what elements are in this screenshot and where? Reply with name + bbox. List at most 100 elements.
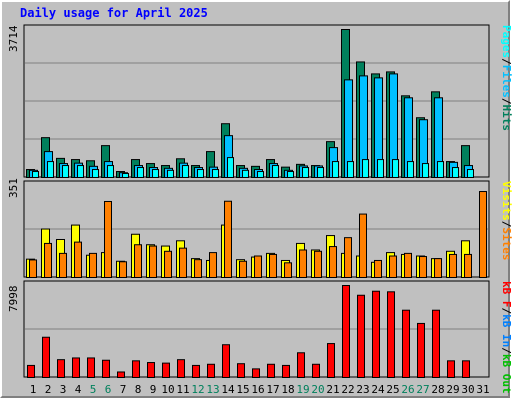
kbf-bar-day-3 bbox=[57, 359, 65, 378]
pages-bar-day-23 bbox=[362, 159, 369, 179]
sites-bar-day-24 bbox=[374, 259, 382, 278]
x-tick-label-day-19: 19 bbox=[296, 383, 309, 396]
legend-entry: Pages bbox=[500, 25, 512, 58]
x-tick-label-day-21: 21 bbox=[326, 383, 339, 396]
pages-bar-day-1 bbox=[32, 171, 39, 178]
x-tick-label-day-22: 22 bbox=[341, 383, 354, 396]
kbf-bar-day-27 bbox=[417, 322, 425, 379]
kbf-bar-day-28 bbox=[432, 309, 440, 379]
kbf-bar-day-10 bbox=[162, 362, 170, 378]
legend-entry: / bbox=[500, 347, 512, 354]
x-tick-label-day-1: 1 bbox=[30, 383, 37, 396]
legend-entry: kB F bbox=[500, 281, 512, 308]
kbf-bar-day-9 bbox=[147, 362, 155, 379]
kbf-bar-day-25 bbox=[387, 291, 395, 379]
pages-bar-day-5 bbox=[92, 169, 99, 178]
kbf-bar-day-12 bbox=[192, 364, 200, 378]
sites-bar-day-6 bbox=[104, 200, 112, 278]
x-tick-label-day-12: 12 bbox=[191, 383, 204, 396]
x-tick-label-day-4: 4 bbox=[75, 383, 82, 396]
sites-bar-day-28 bbox=[434, 258, 442, 278]
kbf-bar-day-13 bbox=[207, 363, 215, 379]
pages-bar-day-24 bbox=[377, 159, 384, 179]
x-tick-label-day-28: 28 bbox=[431, 383, 444, 396]
kb-max-label: 7998 bbox=[7, 286, 20, 313]
kbf-bar-day-21 bbox=[327, 343, 335, 379]
x-tick-label-day-26: 26 bbox=[401, 383, 414, 396]
pages-bar-day-7 bbox=[122, 173, 129, 178]
legend-entry: / bbox=[500, 221, 512, 228]
x-tick-label-day-13: 13 bbox=[206, 383, 219, 396]
sites-bar-day-7 bbox=[119, 261, 127, 278]
kb-panel: 7998 kB F/kB In/kB Out bbox=[7, 280, 512, 394]
pages-bar-day-8 bbox=[137, 167, 144, 178]
x-tick-label-day-3: 3 bbox=[60, 383, 67, 396]
sites-bar-day-11 bbox=[179, 247, 187, 278]
pages-bar-day-11 bbox=[182, 165, 189, 178]
sites-bar-day-23 bbox=[359, 213, 367, 278]
kbf-bar-day-17 bbox=[267, 363, 275, 379]
x-tick-label-day-18: 18 bbox=[281, 383, 294, 396]
sites-bar-day-25 bbox=[389, 255, 397, 278]
pages-bar-day-2 bbox=[47, 161, 54, 179]
kbf-bar-day-29 bbox=[447, 360, 455, 379]
pages-bar-day-22 bbox=[347, 161, 354, 179]
legend-entry: / bbox=[500, 98, 512, 105]
x-tick-label-day-15: 15 bbox=[236, 383, 249, 396]
legend-entry: Files bbox=[500, 65, 512, 98]
legend-entry: / bbox=[500, 308, 512, 315]
kbf-bar-day-11 bbox=[177, 359, 185, 378]
kbf-bar-day-8 bbox=[132, 360, 140, 379]
sites-bar-day-20 bbox=[314, 250, 322, 278]
x-tick-label-day-24: 24 bbox=[371, 383, 385, 396]
pages-bar-day-27 bbox=[422, 163, 429, 179]
legend-entry: kB In bbox=[500, 314, 512, 347]
pages-bar-day-19 bbox=[302, 167, 309, 178]
sites-bar-day-26 bbox=[404, 252, 412, 279]
sites-bar-day-1 bbox=[29, 259, 37, 279]
legend-entry: Sites bbox=[500, 227, 512, 260]
pages-bar-day-9 bbox=[152, 169, 159, 178]
x-tick-label-day-14: 14 bbox=[221, 383, 235, 396]
sites-bar-day-15 bbox=[239, 260, 247, 279]
kbf-bar-day-30 bbox=[462, 360, 470, 379]
pages-bar-day-12 bbox=[197, 169, 204, 178]
kbf-bar-day-19 bbox=[297, 352, 305, 379]
hits-panel: 3714 Pages/Files/Hits bbox=[7, 24, 512, 179]
sites-bar-day-27 bbox=[419, 256, 427, 279]
sites-bar-day-17 bbox=[269, 253, 277, 279]
sites-bar-day-8 bbox=[134, 244, 142, 278]
kbf-bar-day-16 bbox=[252, 368, 260, 378]
visits-max-label: 351 bbox=[7, 178, 20, 198]
kbf-bar-day-2 bbox=[42, 336, 50, 378]
legend-entry: Hits bbox=[500, 105, 512, 132]
pages-bar-day-17 bbox=[272, 165, 279, 178]
x-tick-label-day-2: 2 bbox=[45, 383, 52, 396]
pages-bar-day-16 bbox=[257, 171, 264, 178]
sites-bar-day-10 bbox=[164, 250, 172, 278]
x-tick-label-day-10: 10 bbox=[161, 383, 174, 396]
sites-bar-day-29 bbox=[449, 253, 457, 279]
pages-bar-day-3 bbox=[62, 165, 69, 178]
kbf-bar-day-18 bbox=[282, 364, 290, 378]
kbf-bar-day-20 bbox=[312, 363, 320, 379]
sites-bar-day-21 bbox=[329, 246, 337, 279]
sites-bar-day-2 bbox=[44, 242, 52, 278]
x-tick-label-day-17: 17 bbox=[266, 383, 279, 396]
pages-bar-day-10 bbox=[167, 169, 174, 178]
sites-bar-day-12 bbox=[194, 259, 202, 278]
sites-bar-day-16 bbox=[254, 255, 262, 278]
kbf-bar-day-4 bbox=[72, 357, 80, 378]
kbf-bar-day-14 bbox=[222, 344, 230, 378]
kbf-bar-day-23 bbox=[357, 294, 365, 378]
pages-bar-day-21 bbox=[332, 161, 339, 179]
kbf-bar-day-5 bbox=[87, 357, 95, 378]
visits-legend: Visits/Sites bbox=[500, 181, 512, 261]
x-tick-label-day-31: 31 bbox=[476, 383, 489, 396]
sites-bar-day-22 bbox=[344, 237, 352, 278]
pages-bar-day-6 bbox=[107, 165, 114, 178]
pages-bar-day-14 bbox=[227, 157, 234, 179]
x-tick-label-day-27: 27 bbox=[416, 383, 429, 396]
x-axis-day-labels: 1 2 3 4 5 6 7 8 9 10 11 12 13 14 15 16 17 18 19 20 21 22 23 24 2… bbox=[30, 383, 490, 396]
x-tick-label-day-6: 6 bbox=[105, 383, 112, 396]
